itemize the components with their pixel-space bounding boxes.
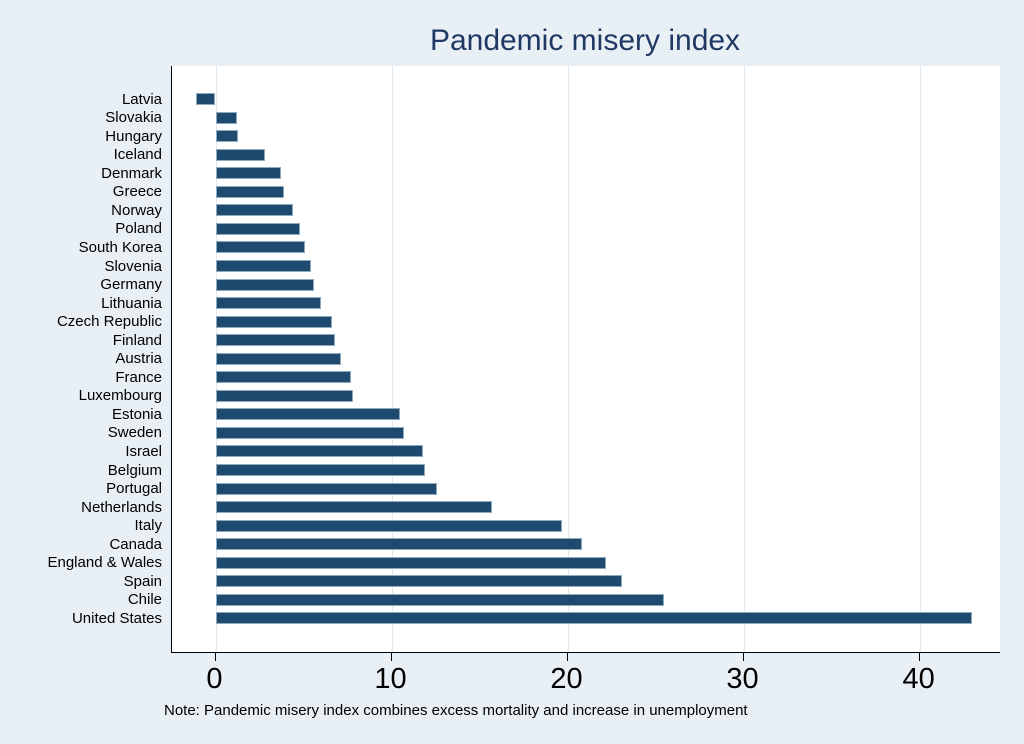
- bar: [215, 408, 401, 421]
- y-axis-label: Luxembourg: [78, 387, 162, 405]
- y-axis-label: Greece: [112, 183, 162, 201]
- gridline: [919, 66, 921, 652]
- y-axis-label: Lithuania: [101, 294, 162, 312]
- bar: [215, 315, 332, 328]
- y-axis-label: Denmark: [101, 164, 162, 182]
- bar: [215, 501, 492, 514]
- y-axis-label: South Korea: [78, 238, 162, 256]
- bar: [215, 185, 285, 198]
- y-axis-label: Czech Republic: [56, 313, 162, 331]
- bar: [215, 111, 237, 124]
- x-tick: [742, 653, 744, 661]
- bar: [215, 389, 353, 402]
- y-axis-label: Sweden: [107, 424, 162, 442]
- y-axis-label: Norway: [111, 201, 162, 219]
- bar: [215, 445, 424, 458]
- x-tick-label: 40: [902, 663, 935, 695]
- y-axis-label: Italy: [134, 517, 162, 535]
- bar: [215, 334, 336, 347]
- y-axis-label: Slovakia: [105, 109, 162, 126]
- bar: [215, 278, 315, 291]
- y-axis-label: Austria: [115, 350, 162, 368]
- gridline: [743, 66, 745, 652]
- bar: [215, 593, 665, 606]
- y-axis-label: Latvia: [121, 90, 162, 108]
- x-tick: [566, 653, 568, 661]
- y-axis-label: Estonia: [111, 405, 162, 423]
- bar: [215, 130, 239, 143]
- y-axis-label: Finland: [112, 331, 162, 349]
- y-axis-label: France: [115, 368, 162, 386]
- y-axis-label: Netherlands: [81, 498, 162, 516]
- y-axis-label: England & Wales: [47, 554, 162, 572]
- gridline: [567, 66, 569, 652]
- bar: [215, 204, 293, 217]
- bar: [215, 426, 404, 439]
- x-tick: [390, 653, 392, 661]
- y-axis-label: Chile: [127, 591, 162, 609]
- bar: [215, 519, 563, 532]
- bar: [215, 297, 322, 310]
- bar: [215, 538, 582, 551]
- y-axis-label: Canada: [109, 535, 162, 553]
- bar: [215, 260, 311, 272]
- gridline: [391, 66, 393, 652]
- x-axis: 0 10 20 30 40: [171, 653, 999, 703]
- y-axis-label: Iceland: [113, 146, 162, 164]
- bar: [215, 612, 973, 625]
- bar: [215, 148, 265, 161]
- bar: [215, 482, 438, 495]
- y-axis-label: Portugal: [106, 480, 162, 498]
- y-axis-label: Belgium: [107, 461, 162, 479]
- y-axis-label: United States: [71, 609, 162, 627]
- x-tick-label: 0: [206, 663, 223, 695]
- y-axis-label: Poland: [115, 220, 162, 238]
- bar: [215, 241, 306, 254]
- y-axis-label: Israel: [125, 442, 162, 460]
- y-axis-label: Spain: [123, 572, 162, 590]
- y-axis-label: Germany: [100, 276, 162, 293]
- bar: [196, 93, 216, 105]
- bar: [215, 222, 300, 235]
- bar: [215, 371, 351, 384]
- x-tick-label: 10: [374, 663, 407, 695]
- bar: [215, 464, 425, 476]
- y-axis-label: Hungary: [105, 127, 162, 145]
- bar: [215, 575, 623, 588]
- y-axis-labels: Latvia Slovakia Hungary Iceland Denmark Greec…: [0, 66, 162, 652]
- x-tick: [214, 653, 216, 661]
- x-tick: [918, 653, 920, 661]
- plot-area: [171, 66, 1000, 653]
- x-tick-label: 30: [726, 663, 759, 695]
- bar: [215, 556, 607, 569]
- bar: [215, 167, 281, 180]
- chart-note: Note: Pandemic misery index combines exc…: [164, 702, 748, 719]
- chart-title: Pandemic misery index: [429, 24, 741, 57]
- bar: [215, 352, 341, 365]
- y-axis-label: Slovenia: [104, 257, 162, 275]
- x-tick-label: 20: [550, 663, 583, 695]
